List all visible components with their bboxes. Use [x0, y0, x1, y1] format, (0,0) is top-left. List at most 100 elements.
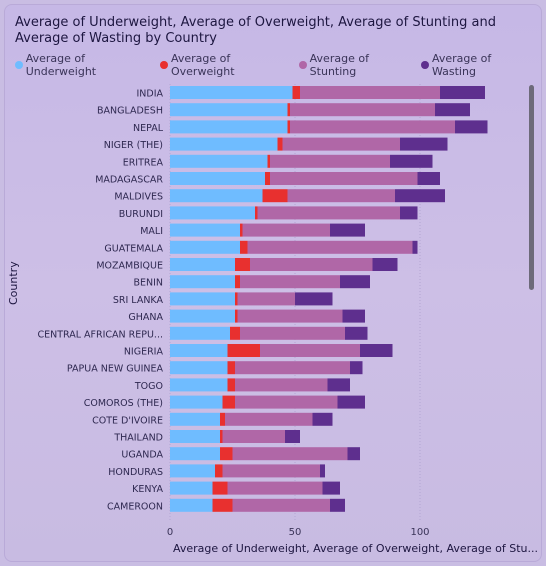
y-tick-label: MALI	[140, 226, 163, 237]
bar-segment	[340, 275, 370, 289]
bar-segment	[290, 103, 435, 117]
bar-segment	[342, 309, 365, 323]
bar-segment	[300, 86, 440, 99]
y-tick-label: CENTRAL AFRICAN REPU...	[37, 329, 163, 340]
bar-segment	[227, 481, 323, 495]
x-tick-label: 0	[167, 527, 173, 538]
bar-segment	[327, 378, 350, 392]
y-tick-label: NIGER (THE)	[104, 140, 163, 151]
bar-segment	[170, 430, 220, 443]
y-tick-label: GUATEMALA	[104, 243, 163, 254]
bar-segment	[222, 430, 285, 443]
bar-segment	[227, 378, 235, 392]
bar-segment	[170, 258, 235, 271]
bar-segment	[345, 326, 368, 340]
bar-segment	[240, 240, 248, 254]
bar-segment	[282, 137, 400, 151]
bar-segment	[320, 464, 325, 478]
bar-segment	[170, 361, 228, 375]
bar-segment	[235, 258, 250, 271]
legend-item[interactable]: Average of Wasting	[421, 52, 535, 78]
legend-marker	[160, 61, 168, 69]
legend-marker	[298, 61, 307, 69]
y-tick-label: NIGERIA	[124, 347, 164, 358]
y-tick-label: UGANDA	[121, 450, 163, 461]
bar-segment	[257, 206, 400, 220]
bar-segment	[265, 172, 270, 185]
legend-marker	[15, 61, 23, 69]
y-tick-label: NEPAL	[133, 123, 164, 134]
bar-segment	[347, 447, 360, 461]
bar-segment	[170, 498, 213, 512]
y-tick-label: SRI LANKA	[113, 295, 164, 306]
scrollbar-thumb[interactable]	[529, 85, 534, 290]
bar-segment	[250, 258, 373, 271]
x-tick-label: 50	[289, 527, 302, 538]
bar-segment	[435, 103, 470, 117]
bar-segment	[235, 378, 328, 392]
bar-segment	[170, 223, 240, 237]
bar-segment	[330, 498, 345, 512]
chart-card: Average of Underweight, Average of Overw…	[4, 4, 542, 562]
y-tick-label: PAPUA NEW GUINEA	[67, 364, 164, 375]
legend-item[interactable]: Average of Overweight	[160, 52, 293, 78]
bar-segment	[350, 361, 363, 375]
bar-segment	[227, 344, 260, 357]
bar-segment	[237, 292, 295, 306]
x-tick-label: 100	[410, 527, 429, 538]
y-tick-label: ERITREA	[123, 157, 164, 168]
chart-title: Average of Underweight, Average of Overw…	[15, 15, 496, 46]
bar-segment	[287, 189, 395, 203]
legend-label: Average of Stunting	[309, 52, 369, 78]
bar-segment	[237, 309, 343, 323]
y-tick-label: KENYA	[132, 484, 163, 495]
y-tick-label: INDIA	[136, 89, 163, 100]
bar-segment	[270, 154, 390, 168]
bar-segment	[440, 86, 485, 99]
bar-chart: 0 50 100 INDIA BANGLADESH NEPAL NIGER (THE) ERI…	[37, 84, 488, 538]
bar-segment	[290, 120, 455, 134]
y-tick-label: TOGO	[134, 381, 163, 392]
bar-segment	[277, 137, 283, 151]
bar-segment	[170, 326, 230, 340]
bar-segment	[235, 275, 240, 289]
bar-segment	[312, 412, 333, 426]
bar-segment	[337, 395, 365, 409]
bar-segment	[170, 481, 213, 495]
bar-segment	[247, 240, 413, 254]
bar-segment	[170, 412, 220, 426]
bar-segment	[170, 206, 255, 220]
legend-item[interactable]: Average of Stunting	[298, 52, 415, 78]
bar-segment	[220, 430, 223, 443]
bar-segment	[232, 447, 348, 461]
bar-segment	[170, 464, 215, 478]
bar-segment	[170, 378, 228, 392]
y-tick-label: BANGLADESH	[97, 106, 163, 117]
bar-segment	[285, 430, 300, 443]
bar-segment	[412, 240, 418, 254]
legend-item[interactable]: Average of Underweight	[15, 52, 154, 78]
legend-marker	[421, 61, 429, 69]
bar-segment	[295, 292, 333, 306]
bar-segment	[287, 103, 290, 117]
bar-segment	[170, 395, 223, 409]
bar-segment	[170, 172, 265, 185]
legend: Average of Underweight Average of Overwei…	[15, 52, 541, 78]
y-tick-label: BENIN	[133, 278, 163, 289]
bar-segment	[170, 103, 288, 117]
bar-segment	[170, 292, 235, 306]
bar-segment	[322, 481, 340, 495]
bar-segment	[417, 172, 440, 185]
bar-segment	[222, 464, 320, 478]
y-tick-label: BURUNDI	[119, 209, 163, 220]
bar-segment	[170, 344, 228, 357]
bar-segment	[360, 344, 393, 357]
y-tick-label: MOZAMBIQUE	[96, 261, 163, 272]
bar-segment	[292, 86, 300, 99]
bar-segment	[400, 137, 448, 151]
bar-segment	[170, 447, 220, 461]
x-axis-title: Average of Underweight, Average of Overw…	[173, 542, 538, 555]
bar-segment	[240, 223, 243, 237]
bar-segment	[390, 154, 433, 168]
y-tick-label: MADAGASCAR	[95, 175, 163, 186]
